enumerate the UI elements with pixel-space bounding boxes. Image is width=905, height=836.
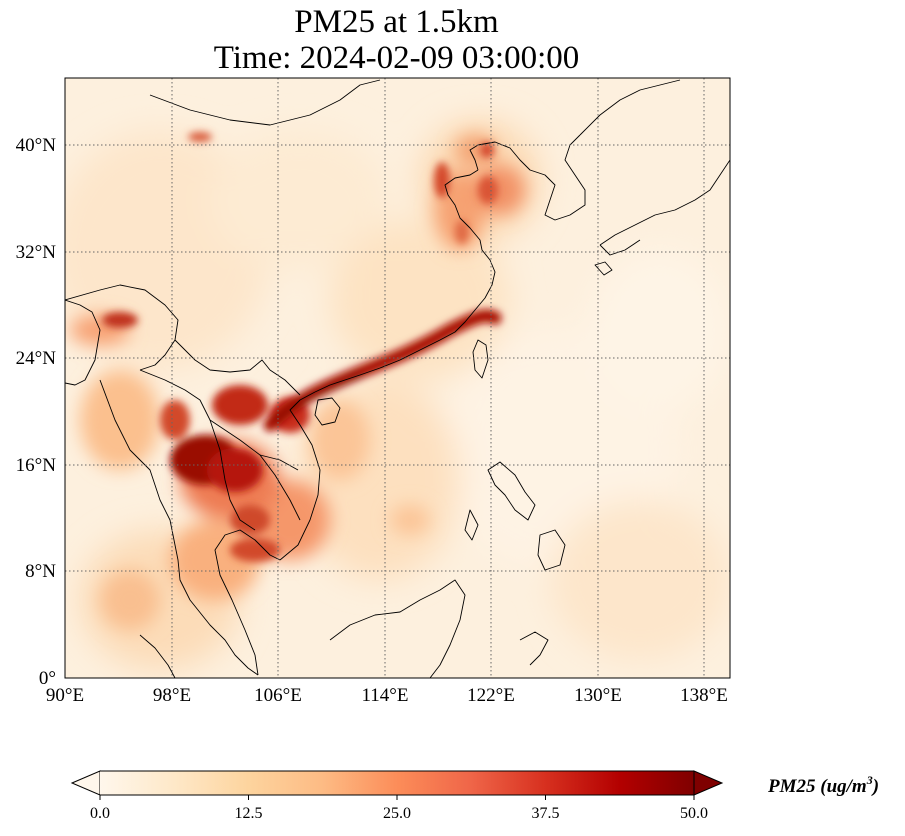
colorbar-title-text: PM25 (ug/m [768, 776, 867, 797]
colorbar-tick-label: 12.5 [235, 805, 263, 822]
gridlines [65, 78, 730, 678]
lat-tick-label: 0° [39, 668, 56, 689]
lat-tick-labels: 0° 8°N 16°N 24°N 32°N 40°N [16, 135, 57, 689]
pm25-field [65, 78, 730, 678]
lon-tick-labels: 90°E 98°E 106°E 114°E 122°E 130°E 138°E [46, 685, 728, 706]
map-frame [64, 77, 731, 679]
lon-tick-label: 106°E [254, 685, 302, 706]
lat-tick-label: 24°N [16, 348, 57, 369]
lon-tick-label: 122°E [467, 685, 515, 706]
map-title-line-2: Time: 2024-02-09 03:00:00 [213, 40, 580, 76]
colorbar-tick-label: 50.0 [680, 805, 708, 822]
lon-tick-label: 138°E [680, 685, 728, 706]
colorbar-title-superscript: 3 [866, 773, 873, 787]
colorbar-tick-label: 0.0 [90, 805, 110, 822]
lon-tick-label: 90°E [46, 685, 84, 706]
lat-tick-label: 40°N [16, 135, 57, 156]
lat-tick-label: 16°N [16, 455, 57, 476]
colorbar-title: PM25 (ug/m3) [768, 773, 879, 798]
colorbar: 0.0 12.5 25.0 37.5 50.0 [70, 770, 724, 822]
lon-tick-label: 98°E [153, 685, 191, 706]
lat-tick-label: 8°N [25, 561, 56, 582]
lat-tick-label: 32°N [16, 242, 57, 263]
map-title-line-1: PM25 at 1.5km [294, 4, 499, 40]
colorbar-tick-label: 25.0 [383, 805, 411, 822]
colorbar-title-close: ) [872, 776, 880, 797]
coastlines [65, 79, 730, 678]
colorbar-tick-label: 37.5 [532, 805, 560, 822]
lon-tick-label: 130°E [574, 685, 622, 706]
colorbar-gradient [100, 771, 694, 795]
colorbar-extend-max [693, 770, 724, 796]
colorbar-extend-min [70, 770, 101, 796]
lon-tick-label: 114°E [362, 685, 409, 706]
